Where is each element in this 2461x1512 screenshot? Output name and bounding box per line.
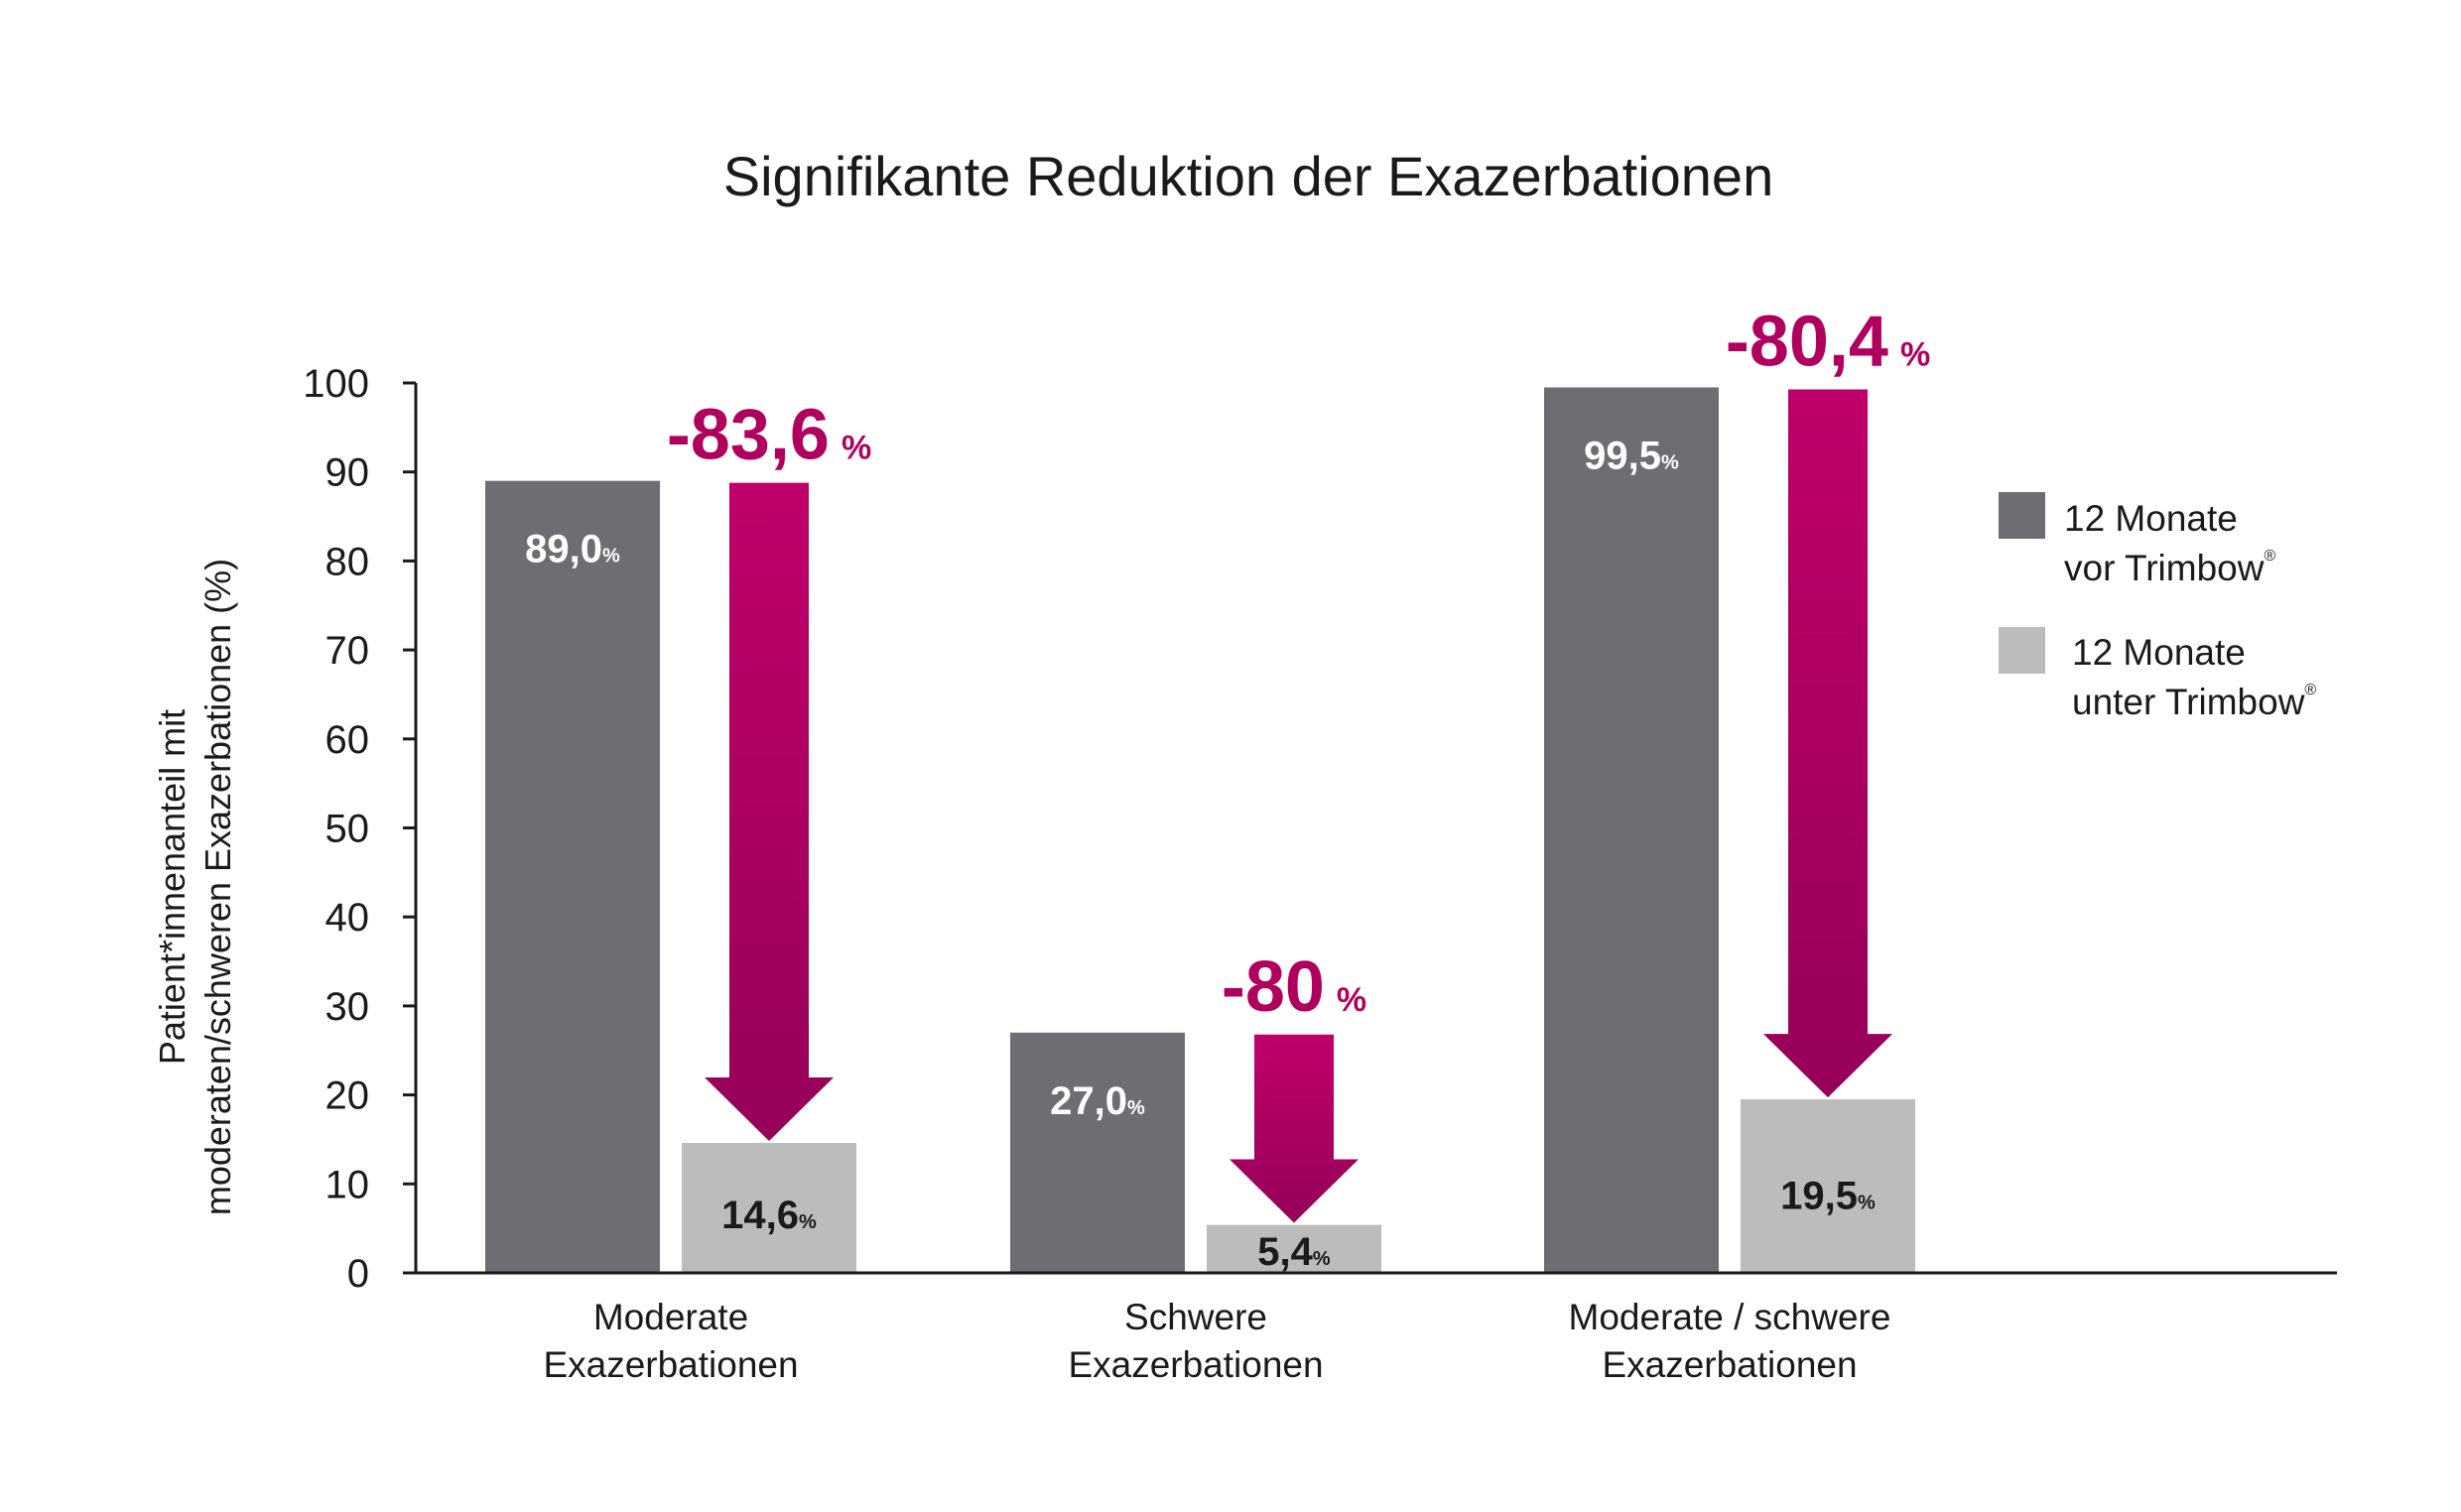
category-label-line: Exazerbationen — [1068, 1344, 1323, 1385]
reduction-label-unit: % — [1337, 981, 1366, 1019]
y-tick-label: 50 — [325, 808, 370, 851]
bar-under — [682, 1143, 856, 1273]
y-tick-label: 10 — [325, 1163, 370, 1206]
bar-under-value-label-unit: % — [799, 1211, 817, 1233]
legend-label-under-line-2: unter Trimbow — [2072, 682, 2305, 722]
reduction-label-number: -80 — [1222, 947, 1325, 1027]
category-label-line: Exazerbationen — [543, 1344, 798, 1385]
category-label-line: Schwere — [1124, 1297, 1267, 1337]
reduction-label: -83,6% — [667, 396, 871, 475]
legend-label-before-line-1: 12 Monate — [2064, 498, 2238, 539]
chart-title: Signifikante Reduktion der Exazerbatione… — [723, 145, 1773, 207]
legend-label-under-line-1: 12 Monate — [2072, 632, 2246, 673]
reduction-label: -80% — [1222, 947, 1366, 1027]
y-axis-title-line-1: Patient*innenanteil mit — [152, 709, 193, 1065]
legend-label-before: 12 Monate vor Trimbow® — [2064, 498, 2275, 588]
y-tick-label: 100 — [303, 362, 369, 406]
bar-before — [1010, 1032, 1185, 1273]
reduction-label-number: -83,6 — [667, 396, 830, 475]
y-tick-label: 80 — [325, 540, 370, 583]
bar-before — [485, 480, 660, 1273]
bar-under-value-label-number: 5,4 — [1257, 1230, 1313, 1274]
category-label: Moderate / schwere Exazerbationen — [1569, 1297, 1891, 1385]
y-tick-label: 20 — [325, 1074, 370, 1118]
reduction-arrow — [705, 482, 834, 1142]
y-axis-title-line-2: moderaten/schweren Exazerbationen (%) — [197, 559, 238, 1215]
y-axis-title: Patient*innenanteil mit moderaten/schwer… — [152, 559, 238, 1215]
y-tick-label: 30 — [325, 985, 370, 1029]
category-label-line: Moderate — [593, 1297, 748, 1337]
y-tick-label: 70 — [325, 629, 370, 673]
category-label-line: Moderate / schwere — [1569, 1297, 1891, 1337]
bar-before-value-label-unit: % — [1661, 451, 1679, 473]
reduction-label-unit: % — [1900, 335, 1930, 373]
legend-label-under: 12 Monate unter Trimbow® — [2072, 632, 2316, 722]
y-tick-label: 0 — [347, 1252, 369, 1296]
bar-under-value-label-unit: % — [1313, 1248, 1331, 1270]
bar-before-value-label-number: 89,0 — [525, 528, 602, 571]
legend: 12 Monate vor Trimbow® 12 Monate unter T… — [1999, 492, 2316, 722]
bar-under — [1207, 1224, 1381, 1273]
y-tick-label: 40 — [325, 896, 370, 940]
bar-before-value-label-number: 99,5 — [1584, 434, 1661, 477]
bar-before-value-label: 89,0% — [525, 528, 620, 571]
x-axis-category-labels: Moderate Exazerbationen Schwere Exazerbatio… — [543, 1297, 1890, 1385]
bar-under-value-label: 14,6% — [721, 1194, 817, 1237]
y-axis-ticks: 0 10 20 30 40 50 60 70 80 90 100 — [303, 362, 416, 1296]
bar-under-value-label: 19,5% — [1780, 1174, 1876, 1217]
reduction-arrow — [1230, 1034, 1359, 1223]
y-tick-label: 90 — [325, 451, 370, 495]
bar-under — [1741, 1099, 1915, 1273]
bar-before-value-label: 99,5% — [1584, 434, 1679, 477]
bar-before-value-label-number: 27,0 — [1050, 1079, 1127, 1123]
legend-label-under-sup: ® — [2304, 682, 2316, 698]
legend-label-before-sup: ® — [2264, 548, 2275, 565]
bar-under-value-label: 5,4% — [1257, 1230, 1331, 1274]
category-label: Schwere Exazerbationen — [1068, 1297, 1323, 1385]
bar-before-value-label-unit: % — [1127, 1097, 1145, 1119]
reduction-arrows: -83,6 %-80 %-80,4% — [667, 302, 1930, 1223]
category-label-line: Exazerbationen — [1602, 1344, 1857, 1385]
bar-before — [1544, 387, 1719, 1273]
reduction-arrow — [1763, 389, 1892, 1098]
bar-before-value-label: 27,0% — [1050, 1079, 1145, 1123]
legend-swatch-under — [1999, 627, 2045, 674]
y-tick-label: 60 — [325, 718, 370, 762]
bar-under-value-label-number: 14,6 — [721, 1194, 799, 1237]
reduction-label-number: -80,4 — [1726, 302, 1888, 381]
legend-label-before-line-2: vor Trimbow — [2064, 548, 2265, 588]
bar-under-value-label-unit: % — [1858, 1192, 1876, 1213]
legend-swatch-before — [1999, 492, 2045, 539]
reduction-label-unit: % — [842, 430, 871, 467]
bar-under-value-label-number: 19,5 — [1780, 1174, 1858, 1217]
bar-before-value-label-unit: % — [602, 546, 620, 567]
reduction-label: -80,4% — [1726, 302, 1930, 381]
bars: 89,0%14,6%27,0%5,4%99,5%19,5% — [485, 387, 1915, 1274]
category-label: Moderate Exazerbationen — [543, 1297, 798, 1385]
